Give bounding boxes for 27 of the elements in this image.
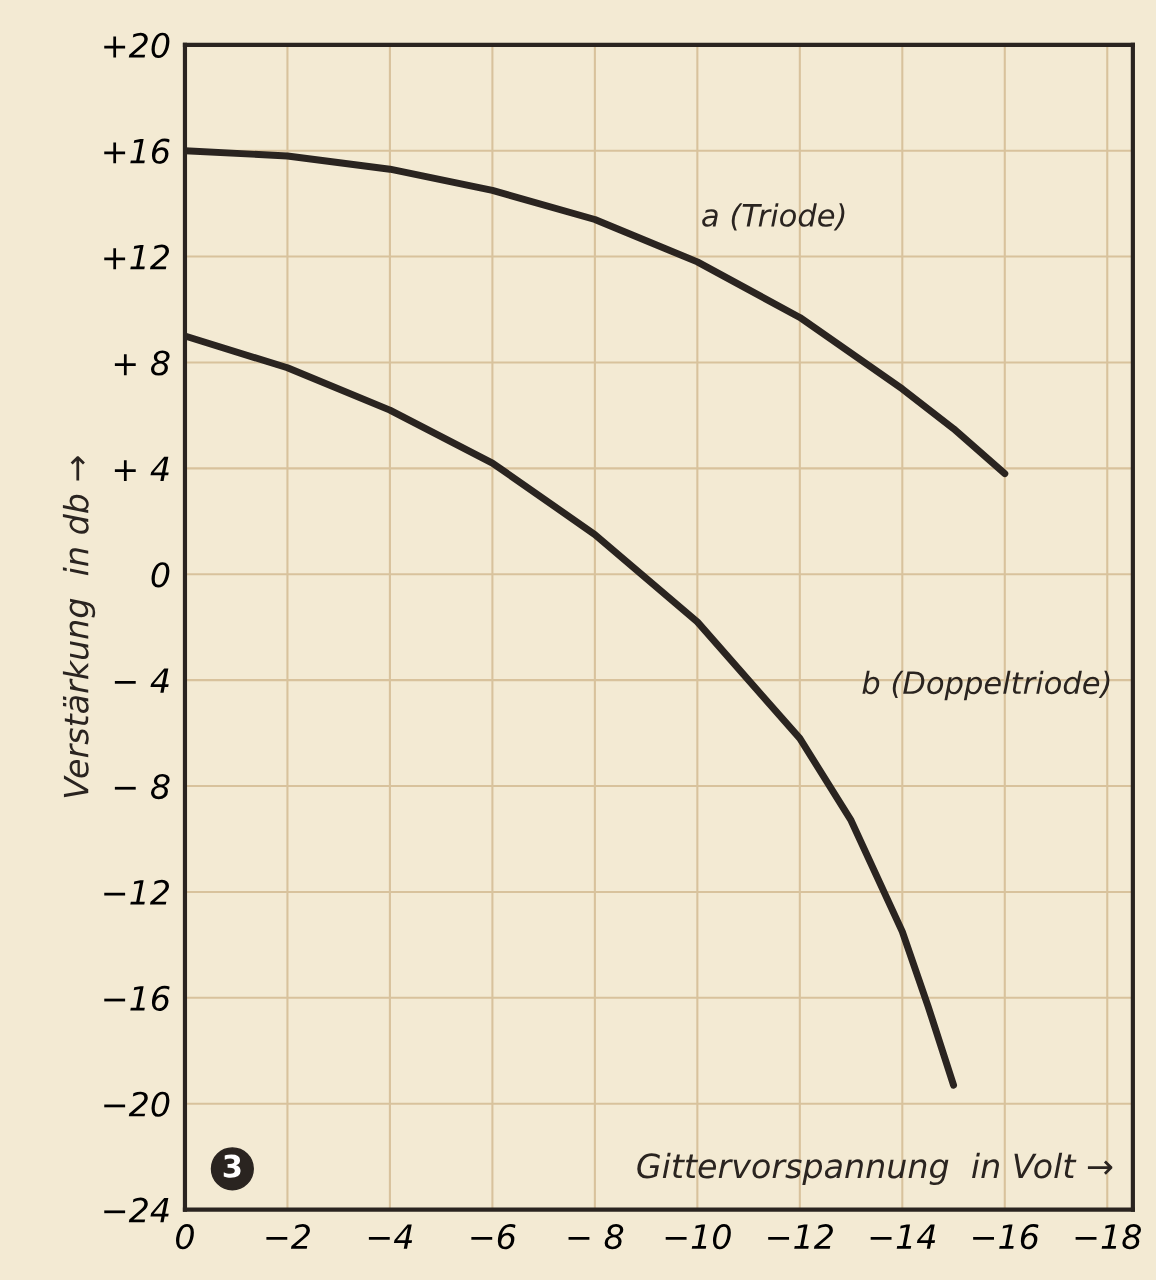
text: b (Doppeltriode) (862, 670, 1110, 701)
y-tick-label: −24 (104, 1197, 169, 1223)
x-tick-label: −18 (1075, 1224, 1141, 1250)
y-tick-label: +12 (104, 244, 169, 270)
y-tick-label: − 4 (114, 668, 169, 693)
annotation: 3 (223, 1154, 241, 1178)
y-axis-title: Verstärkung in db → (62, 456, 96, 798)
y-tick-label: + 8 (114, 350, 170, 376)
x-tick-label: −12 (768, 1224, 833, 1249)
y-tick-label: −16 (104, 985, 170, 1011)
x-tick-label: 0 (176, 1224, 194, 1250)
series-label: a (Triode) (702, 203, 845, 231)
y-tick-label: +20 (104, 32, 170, 58)
x-tick-label: −10 (665, 1224, 731, 1250)
x-tick-label: −16 (973, 1224, 1039, 1250)
y-tick-label: −12 (104, 879, 169, 905)
y-tick-label: − 8 (114, 773, 170, 800)
x-axis-title: Gittervorspannung in Volt → (637, 1152, 1113, 1185)
y-tick-label: +16 (104, 138, 170, 164)
y-tick-label: + 4 (114, 456, 169, 482)
y-tick-label: −20 (104, 1091, 170, 1117)
x-tick-label: −4 (368, 1224, 413, 1249)
x-tick-label: −14 (870, 1224, 936, 1249)
y-tick-label: 0 (151, 562, 170, 588)
x-tick-label: −2 (266, 1224, 310, 1249)
x-tick-label: −6 (471, 1224, 516, 1250)
x-tick-label: − 8 (568, 1224, 624, 1250)
